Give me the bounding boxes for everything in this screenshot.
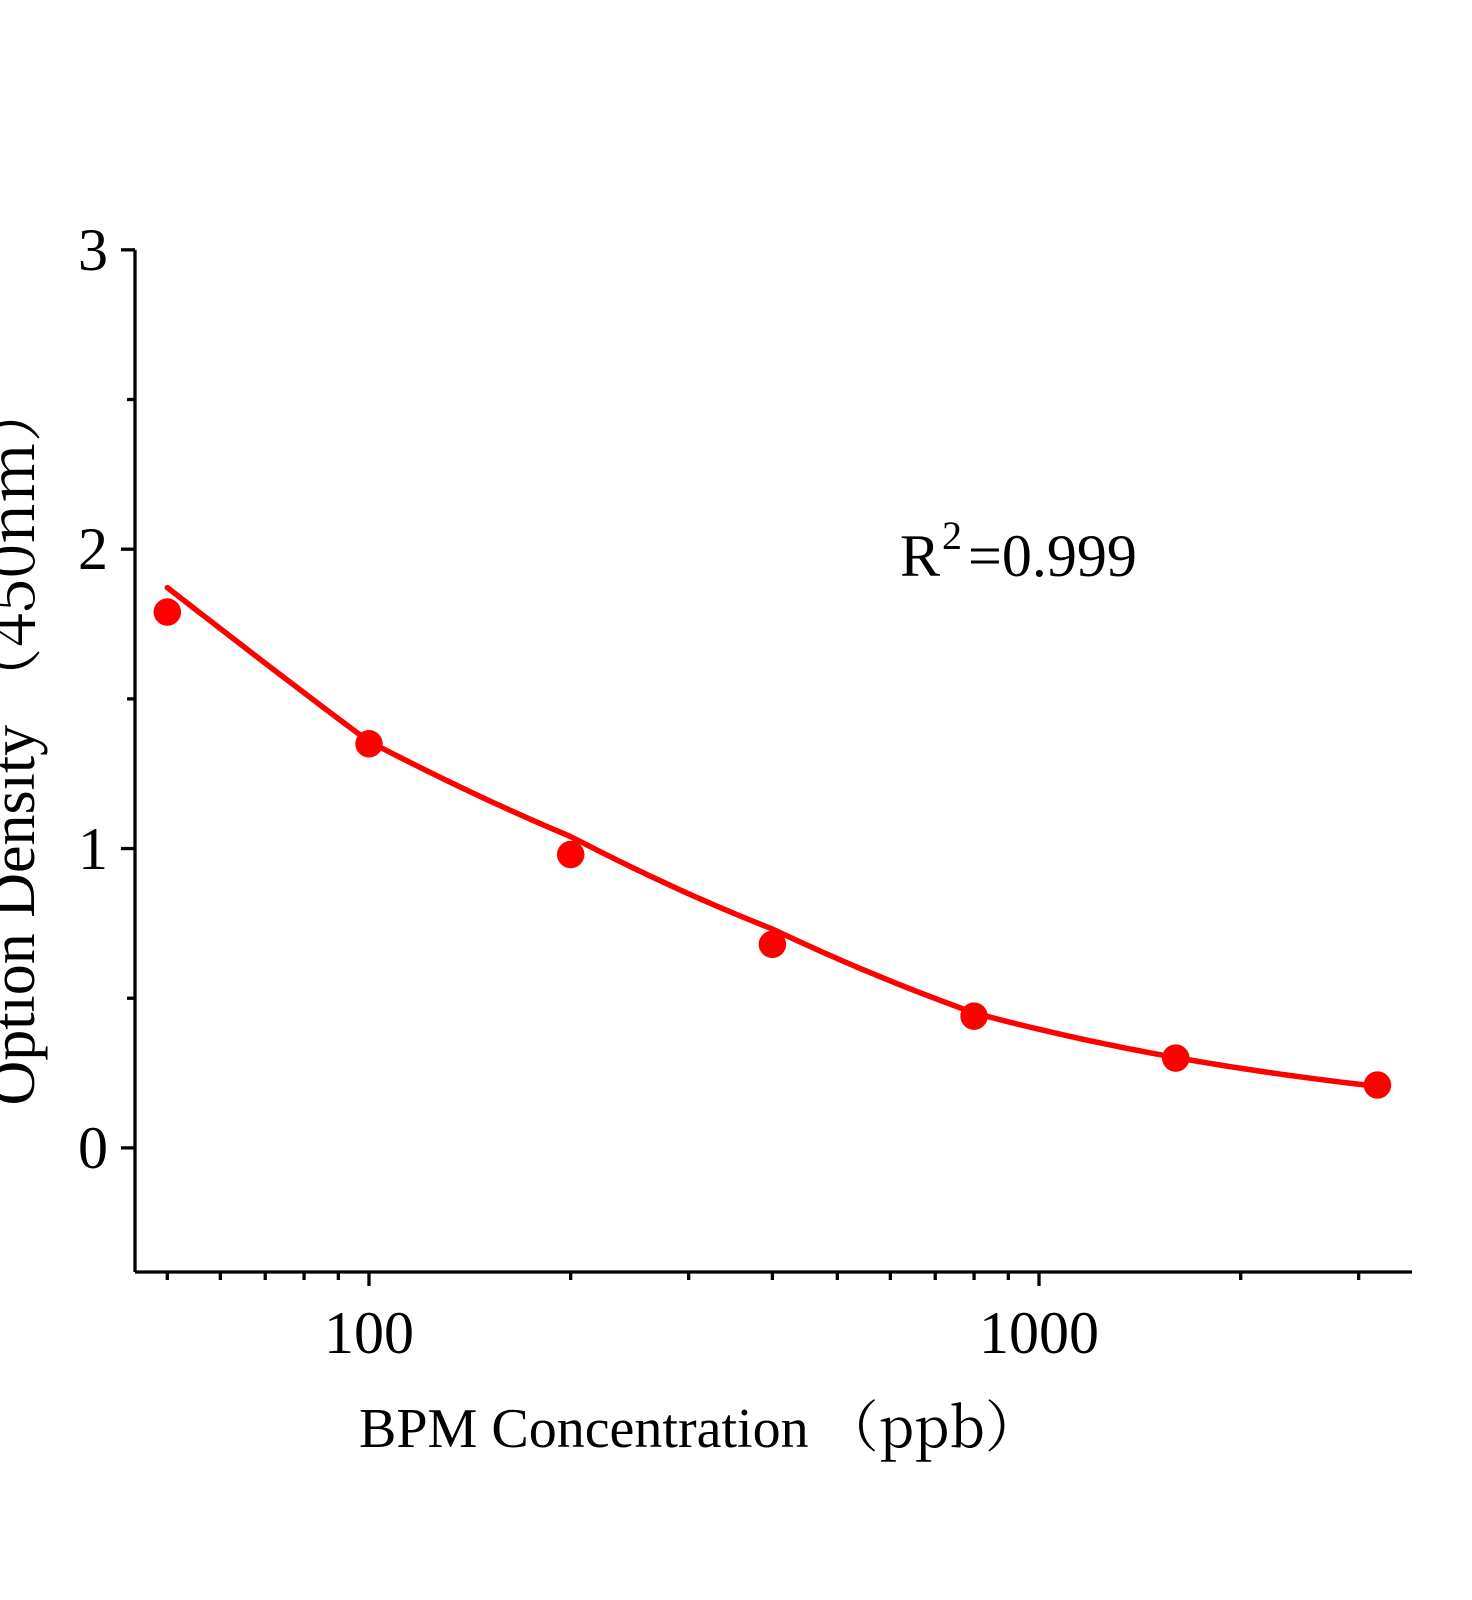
svg-text:1000: 1000	[979, 1300, 1099, 1366]
svg-text:2: 2	[942, 513, 962, 558]
svg-text:3: 3	[78, 217, 108, 283]
svg-text:2: 2	[78, 516, 108, 582]
svg-text:0: 0	[78, 1115, 108, 1181]
svg-text:=0.999: =0.999	[968, 523, 1137, 589]
svg-text:Option Density （450nm）: Option Density （450nm）	[0, 380, 52, 1105]
svg-text:1: 1	[78, 816, 108, 882]
svg-text:100: 100	[324, 1300, 414, 1366]
svg-text:R: R	[900, 523, 940, 589]
